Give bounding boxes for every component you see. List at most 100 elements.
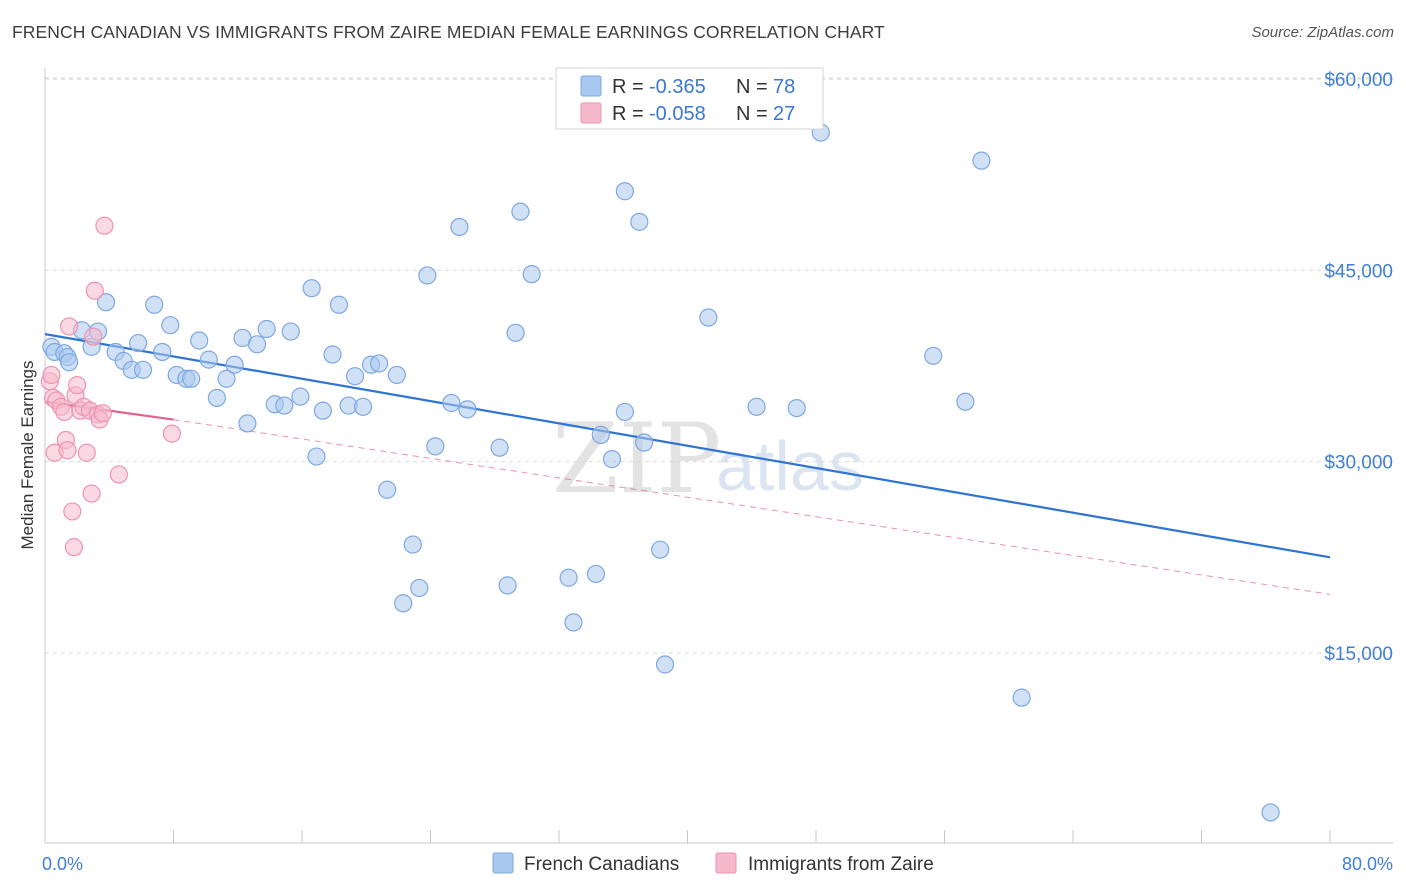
point-french-canadian-71 xyxy=(787,398,806,418)
point-french-canadian-53 xyxy=(490,438,509,457)
point-french-canadian-62 xyxy=(602,450,622,469)
point-french-canadian-27 xyxy=(247,335,267,354)
point-zaire-23 xyxy=(93,404,112,423)
y-tick-label-2: $30,000 xyxy=(1324,453,1393,474)
point-zaire-19 xyxy=(84,327,103,346)
point-french-canadian-45 xyxy=(394,594,413,613)
point-french-canadian-20 xyxy=(190,331,209,350)
point-french-canadian-40 xyxy=(353,397,373,416)
point-french-canadian-49 xyxy=(426,437,445,456)
point-french-canadian-47 xyxy=(410,578,429,598)
legend-n-value-2: 27 xyxy=(773,103,795,125)
point-french-canadian-24 xyxy=(225,355,244,374)
point-french-canadian-30 xyxy=(275,396,294,415)
point-french-canadian-12 xyxy=(129,333,148,353)
point-zaire-1 xyxy=(42,365,61,385)
point-french-canadian-67 xyxy=(651,540,670,559)
series-legend: French Canadians Immigrants from Zaire xyxy=(492,852,934,875)
axes xyxy=(44,68,1393,844)
watermark-zip: ZIP xyxy=(552,403,721,515)
point-french-canadian-65 xyxy=(630,212,649,231)
point-french-canadian-73 xyxy=(924,346,943,365)
point-french-canadian-59 xyxy=(564,613,583,632)
point-zaire-25 xyxy=(109,465,128,484)
point-french-canadian-8 xyxy=(96,293,116,312)
point-zaire-18 xyxy=(82,484,101,503)
point-french-canadian-50 xyxy=(442,393,461,413)
point-french-canadian-57 xyxy=(522,265,541,284)
point-zaire-16 xyxy=(77,443,96,462)
data-points xyxy=(40,123,1280,822)
x-tick-label-max: 80.0% xyxy=(1342,854,1393,874)
y-tick-label-3: $15,000 xyxy=(1324,644,1393,665)
point-french-canadian-77 xyxy=(1261,803,1280,822)
point-french-canadian-19 xyxy=(182,369,201,388)
point-zaire-10 xyxy=(63,502,82,521)
point-french-canadian-13 xyxy=(133,360,153,379)
y-axis-title: Median Female Earnings xyxy=(18,361,37,550)
point-french-canadian-35 xyxy=(313,401,332,420)
point-french-canadian-64 xyxy=(615,182,634,201)
legend-n-label-2: N = xyxy=(736,103,768,125)
point-french-canadian-76 xyxy=(1012,688,1031,707)
point-french-canadian-75 xyxy=(972,151,991,170)
watermark-atlas: atlas xyxy=(716,427,864,505)
legend-n-value-1: 78 xyxy=(773,76,795,98)
series-legend-swatch-pink xyxy=(715,852,737,874)
point-french-canadian-69 xyxy=(699,308,718,327)
point-french-canadian-23 xyxy=(217,369,236,388)
point-french-canadian-70 xyxy=(747,397,766,416)
point-french-canadian-60 xyxy=(586,564,606,584)
series-legend-label-1: French Canadians xyxy=(524,854,679,875)
point-french-canadian-21 xyxy=(199,350,218,369)
point-zaire-9 xyxy=(59,317,79,336)
legend-swatch-pink xyxy=(580,102,602,124)
point-french-canadian-37 xyxy=(329,295,349,314)
point-zaire-13 xyxy=(68,376,87,395)
x-tick-label-min: 0.0% xyxy=(42,854,83,874)
point-french-canadian-56 xyxy=(511,202,530,221)
trend-line-french-canadians xyxy=(44,333,1331,559)
legend-n-label-1: N = xyxy=(736,76,768,98)
legend-r-label-1: R = xyxy=(612,76,644,98)
point-french-canadian-42 xyxy=(370,354,389,373)
point-french-canadian-61 xyxy=(591,425,610,444)
point-zaire-8 xyxy=(58,441,77,460)
point-french-canadian-51 xyxy=(450,217,469,237)
point-french-canadian-58 xyxy=(559,568,578,587)
point-french-canadian-63 xyxy=(615,402,634,422)
grid-lines xyxy=(45,77,1393,654)
series-legend-swatch-blue xyxy=(492,852,514,874)
legend-r-label-2: R = xyxy=(612,103,644,125)
series-legend-label-2: Immigrants from Zaire xyxy=(748,854,934,875)
legend-swatch-blue xyxy=(580,75,602,97)
point-french-canadian-34 xyxy=(307,447,326,466)
point-french-canadian-36 xyxy=(323,345,342,364)
point-french-canadian-33 xyxy=(302,279,321,298)
source-label: Source: ZipAtlas.com xyxy=(1251,24,1394,41)
point-zaire-20 xyxy=(85,281,104,300)
point-zaire-26 xyxy=(162,424,181,443)
trend-line-zaire-extended xyxy=(173,419,1331,595)
point-french-canadian-31 xyxy=(281,322,300,341)
point-zaire-6 xyxy=(55,402,74,422)
y-tick-labels: $60,000 $45,000 $30,000 $15,000 xyxy=(1324,70,1393,665)
chart-title: FRENCH CANADIAN VS IMMIGRANTS FROM ZAIRE… xyxy=(12,22,885,42)
point-french-canadian-39 xyxy=(345,367,365,386)
point-french-canadian-14 xyxy=(145,295,164,314)
point-french-canadian-26 xyxy=(238,414,257,433)
y-tick-label-0: $60,000 xyxy=(1324,70,1393,91)
y-tick-label-1: $45,000 xyxy=(1324,261,1393,282)
point-french-canadian-55 xyxy=(506,323,525,342)
point-zaire-24 xyxy=(95,216,114,235)
point-french-canadian-54 xyxy=(498,576,517,595)
point-french-canadian-43 xyxy=(378,480,397,499)
point-french-canadian-44 xyxy=(387,365,406,385)
point-french-canadian-66 xyxy=(635,433,654,452)
point-french-canadian-16 xyxy=(161,316,180,335)
point-french-canadian-28 xyxy=(257,319,276,339)
point-french-canadian-68 xyxy=(655,655,675,674)
point-french-canadian-4 xyxy=(59,353,79,372)
point-french-canadian-52 xyxy=(458,400,477,419)
